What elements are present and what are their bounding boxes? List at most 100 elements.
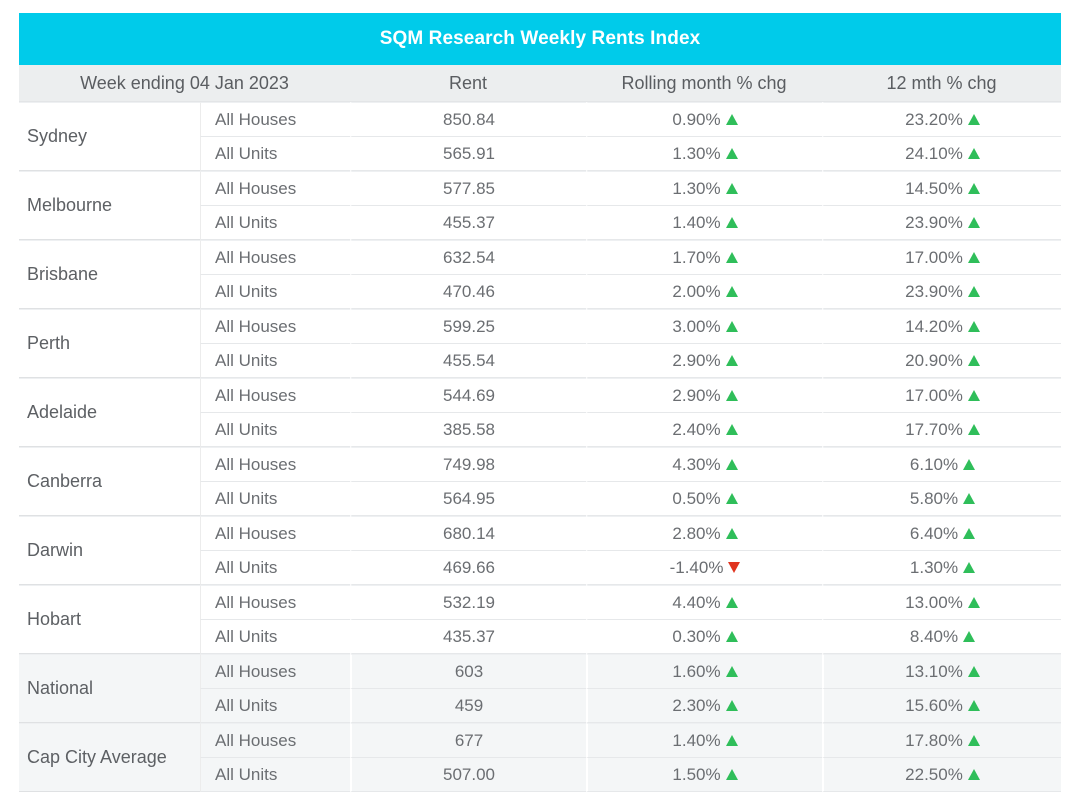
rolling-month-change: 4.40% — [672, 593, 738, 613]
arrow-up-icon — [725, 528, 738, 539]
rolling-month-change-value: 1.40% — [672, 730, 721, 750]
city-name: Perth — [19, 309, 200, 378]
twelve-month-change-value: 13.10% — [905, 661, 963, 681]
dwelling-type: All Houses — [200, 723, 351, 758]
rent-value: 385.58 — [350, 413, 587, 447]
arrow-up-icon — [725, 321, 738, 332]
twelve-month-change: 6.40% — [910, 524, 976, 544]
dwelling-type: All Houses — [200, 516, 351, 551]
twelve-month-change-cell: 8.40% — [822, 620, 1062, 654]
arrow-up-icon — [725, 597, 738, 608]
rolling-month-change-cell: -1.40% — [586, 551, 823, 585]
rolling-month-change-cell: 0.90% — [586, 102, 823, 137]
twelve-month-change: 23.90% — [905, 282, 980, 302]
rent-value: 632.54 — [350, 240, 587, 275]
arrow-up-icon — [967, 114, 980, 125]
arrow-up-icon — [725, 735, 738, 746]
rolling-month-change: 2.00% — [672, 281, 738, 302]
twelve-month-change-value: 14.50% — [905, 178, 963, 198]
rent-value: 544.69 — [350, 378, 587, 413]
rolling-month-change-value: 1.30% — [672, 143, 721, 163]
arrow-up-icon — [967, 217, 980, 228]
city-name: Sydney — [19, 102, 200, 171]
dwelling-type: All Units — [200, 482, 351, 516]
rolling-month-change: 3.00% — [672, 316, 738, 337]
table-row: Sydney All Houses 850.84 0.90% 23.20% — [19, 102, 1062, 171]
twelve-month-change-value: 5.80% — [909, 488, 959, 508]
arrow-up-icon — [725, 424, 738, 435]
twelve-month-change-cell: 20.90% — [822, 344, 1062, 378]
twelve-month-change-value: 14.20% — [905, 316, 963, 336]
twelve-month-change: 23.90% — [905, 213, 980, 233]
rolling-month-change-value: 2.90% — [672, 385, 721, 405]
dwelling-type: All Houses — [200, 585, 351, 620]
table-row: All Units 564.95 0.50% 5.80% — [19, 482, 1062, 516]
twelve-month-change-value: 13.00% — [905, 592, 963, 612]
twelve-month-change-value: 17.00% — [905, 247, 963, 267]
rents-index-card: SQM Research Weekly Rents Index Week end… — [19, 13, 1062, 792]
arrow-up-icon — [725, 493, 738, 504]
rolling-month-change: 1.60% — [672, 661, 738, 682]
arrow-up-icon — [967, 148, 980, 159]
rent-value: 577.85 — [350, 171, 587, 206]
rolling-month-change-cell: 2.90% — [586, 378, 823, 413]
rolling-month-change-value: 0.30% — [672, 626, 721, 646]
arrow-up-icon — [967, 735, 980, 746]
twelve-month-change: 17.00% — [905, 386, 980, 406]
rolling-month-change-value: 1.30% — [672, 178, 721, 198]
twelve-month-change-value: 20.90% — [905, 350, 963, 370]
header-week-ending: Week ending 04 Jan 2023 — [19, 65, 351, 102]
arrow-up-icon — [967, 390, 980, 401]
twelve-month-change-cell: 24.10% — [822, 137, 1062, 171]
twelve-month-change: 13.10% — [905, 662, 980, 682]
rent-value: 459 — [350, 689, 587, 723]
arrow-up-icon — [963, 631, 976, 642]
twelve-month-change: 6.10% — [910, 455, 976, 475]
dwelling-type: All Units — [200, 758, 351, 792]
header-12-month: 12 mth % chg — [822, 65, 1062, 102]
dwelling-type: All Units — [200, 344, 351, 378]
twelve-month-change-cell: 23.20% — [822, 102, 1062, 137]
rent-value: 455.37 — [350, 206, 587, 240]
table-row: Darwin All Houses 680.14 2.80% 6.40% — [19, 516, 1062, 585]
rolling-month-change: 2.40% — [672, 419, 738, 440]
rolling-month-change-value: 2.00% — [672, 281, 721, 301]
rent-value: 850.84 — [350, 102, 587, 137]
arrow-up-icon — [967, 355, 980, 366]
twelve-month-change-cell: 22.50% — [822, 758, 1062, 792]
dwelling-type: All Houses — [200, 447, 351, 482]
table-row: All Units 435.37 0.30% 8.40% — [19, 620, 1062, 654]
rolling-month-change-cell: 2.80% — [586, 516, 823, 551]
rent-value: 565.91 — [350, 137, 587, 171]
rent-value: 469.66 — [350, 551, 587, 585]
table-row: All Units 507.00 1.50% 22.50% — [19, 758, 1062, 792]
rolling-month-change-value: 1.60% — [672, 661, 721, 681]
rolling-month-change-value: 4.30% — [672, 454, 721, 474]
twelve-month-change-value: 8.40% — [909, 626, 959, 646]
arrow-up-icon — [725, 252, 738, 263]
rolling-month-change-cell: 1.50% — [586, 758, 823, 792]
table-row: Canberra All Houses 749.98 4.30% 6.10% — [19, 447, 1062, 516]
twelve-month-change-cell: 13.10% — [822, 654, 1062, 689]
rolling-month-change-cell: 1.40% — [586, 206, 823, 240]
header-rent: Rent — [350, 65, 587, 102]
rolling-month-change-cell: 4.40% — [586, 585, 823, 620]
rolling-month-change-value: 3.00% — [672, 316, 721, 336]
dwelling-type: All Units — [200, 275, 351, 309]
twelve-month-change: 17.80% — [905, 731, 980, 751]
twelve-month-change-value: 23.20% — [905, 109, 963, 129]
rolling-month-change-cell: 0.30% — [586, 620, 823, 654]
arrow-up-icon — [725, 355, 738, 366]
arrow-up-icon — [967, 597, 980, 608]
rolling-month-change: 4.30% — [672, 454, 738, 475]
table-row: All Units 565.91 1.30% 24.10% — [19, 137, 1062, 171]
twelve-month-change-value: 17.80% — [905, 730, 963, 750]
table-row: Perth All Houses 599.25 3.00% 14.20% — [19, 309, 1062, 378]
dwelling-type: All Houses — [200, 309, 351, 344]
rolling-month-change: 0.50% — [672, 489, 738, 509]
rent-value: 532.19 — [350, 585, 587, 620]
rolling-month-change-value: 2.40% — [672, 419, 721, 439]
twelve-month-change: 1.30% — [910, 558, 976, 578]
twelve-month-change-cell: 17.80% — [822, 723, 1062, 758]
rent-value: 470.46 — [350, 275, 587, 309]
